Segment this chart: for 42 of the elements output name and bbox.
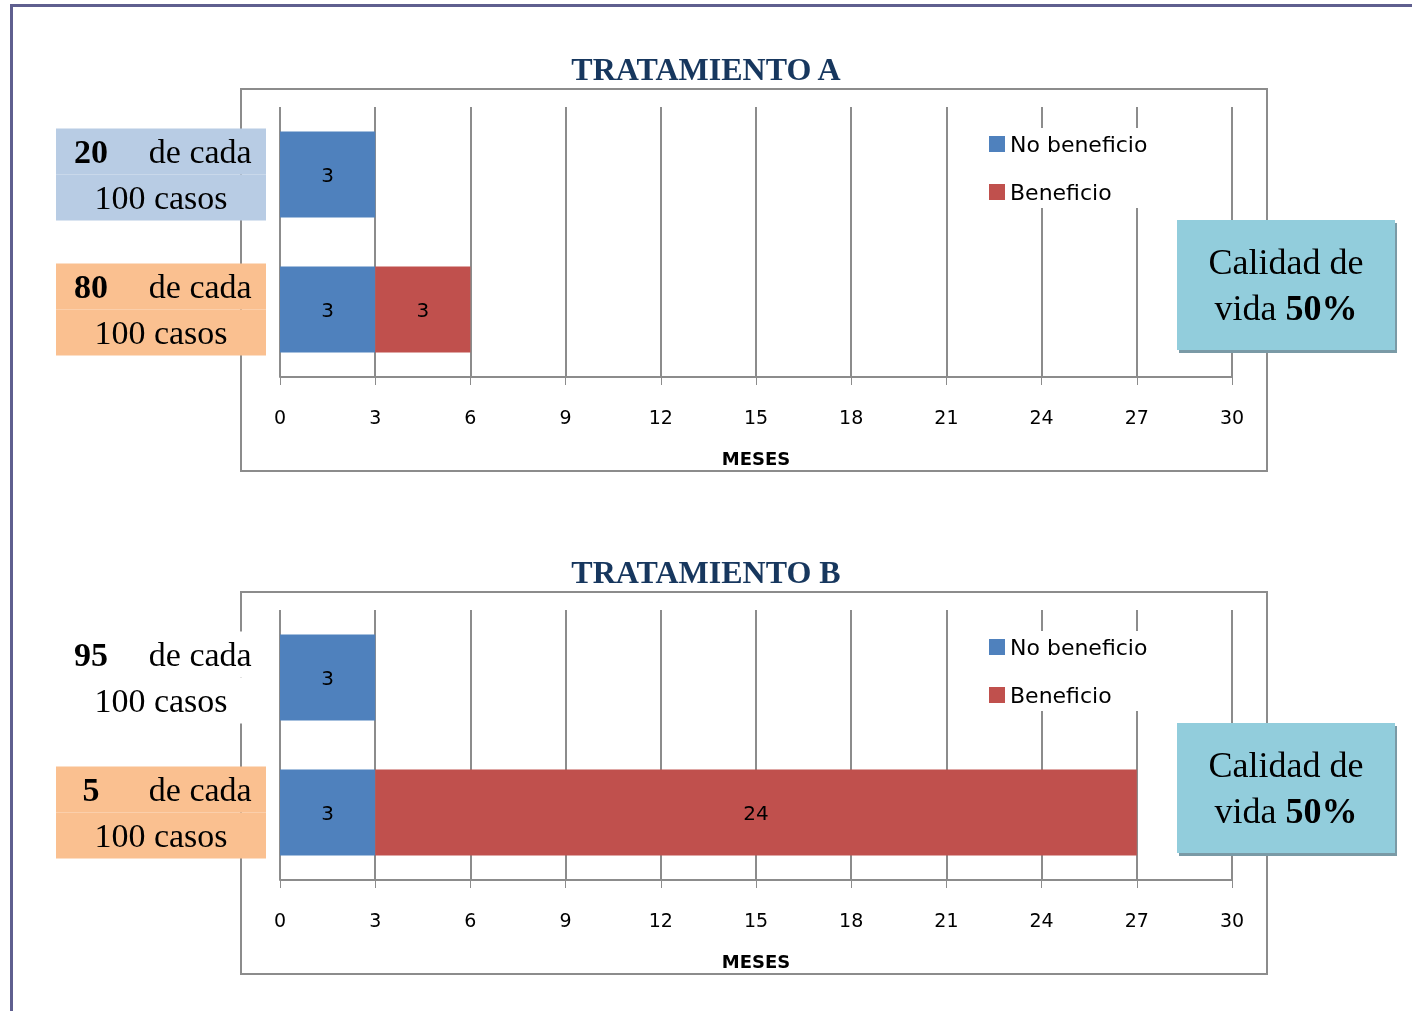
legend-label: Beneficio <box>1010 682 1112 708</box>
chart-title: TRATAMIENTO A <box>571 51 841 87</box>
x-tick-label: 12 <box>648 908 673 931</box>
x-tick-label: 21 <box>934 405 959 428</box>
x-tick-label: 24 <box>1029 405 1054 428</box>
data-label: 3 <box>321 800 334 825</box>
x-tick-label: 3 <box>369 405 382 428</box>
x-tick-label: 18 <box>839 908 864 931</box>
annotation: Calidad de vida 50% <box>1208 241 1364 330</box>
x-tick-label: 30 <box>1219 405 1245 428</box>
x-tick-label: 18 <box>839 405 864 428</box>
data-label: 3 <box>321 162 334 187</box>
x-tick-label: 21 <box>934 908 959 931</box>
chart-title: TRATAMIENTO B <box>571 554 841 590</box>
legend-label: No beneficio <box>1010 634 1148 660</box>
x-tick-label: 6 <box>464 405 477 428</box>
data-label: 3 <box>416 297 430 322</box>
data-label: 24 <box>743 800 769 825</box>
category-label: 80 de cada 100 casos <box>74 268 252 351</box>
x-tick-label: 9 <box>559 405 572 428</box>
x-axis-title: MESES <box>721 950 791 972</box>
legend-label: No beneficio <box>1010 131 1148 157</box>
x-tick-label: 3 <box>369 908 382 931</box>
x-tick-label: 0 <box>273 405 287 428</box>
x-tick-label: 27 <box>1124 908 1149 931</box>
x-tick-label: 6 <box>464 908 477 931</box>
x-tick-label: 12 <box>648 405 673 428</box>
data-label: 3 <box>321 665 334 690</box>
x-tick-label: 9 <box>559 908 572 931</box>
category-label: 20 de cada 100 casos <box>74 133 252 216</box>
x-axis-title: MESES <box>721 447 791 469</box>
x-tick-label: 24 <box>1029 908 1054 931</box>
category-label: 95 de cada 100 casos <box>74 636 252 719</box>
x-tick-label: 27 <box>1124 405 1149 428</box>
x-tick-label: 15 <box>743 908 769 931</box>
x-tick-label: 0 <box>273 908 287 931</box>
legend-label: Beneficio <box>1010 179 1112 205</box>
x-tick-label: 15 <box>743 405 769 428</box>
x-tick-label: 30 <box>1219 908 1245 931</box>
data-label: 3 <box>321 297 334 322</box>
annotation: Calidad de vida 50% <box>1208 744 1364 833</box>
category-label: 5 de cada 100 casos <box>82 771 252 854</box>
